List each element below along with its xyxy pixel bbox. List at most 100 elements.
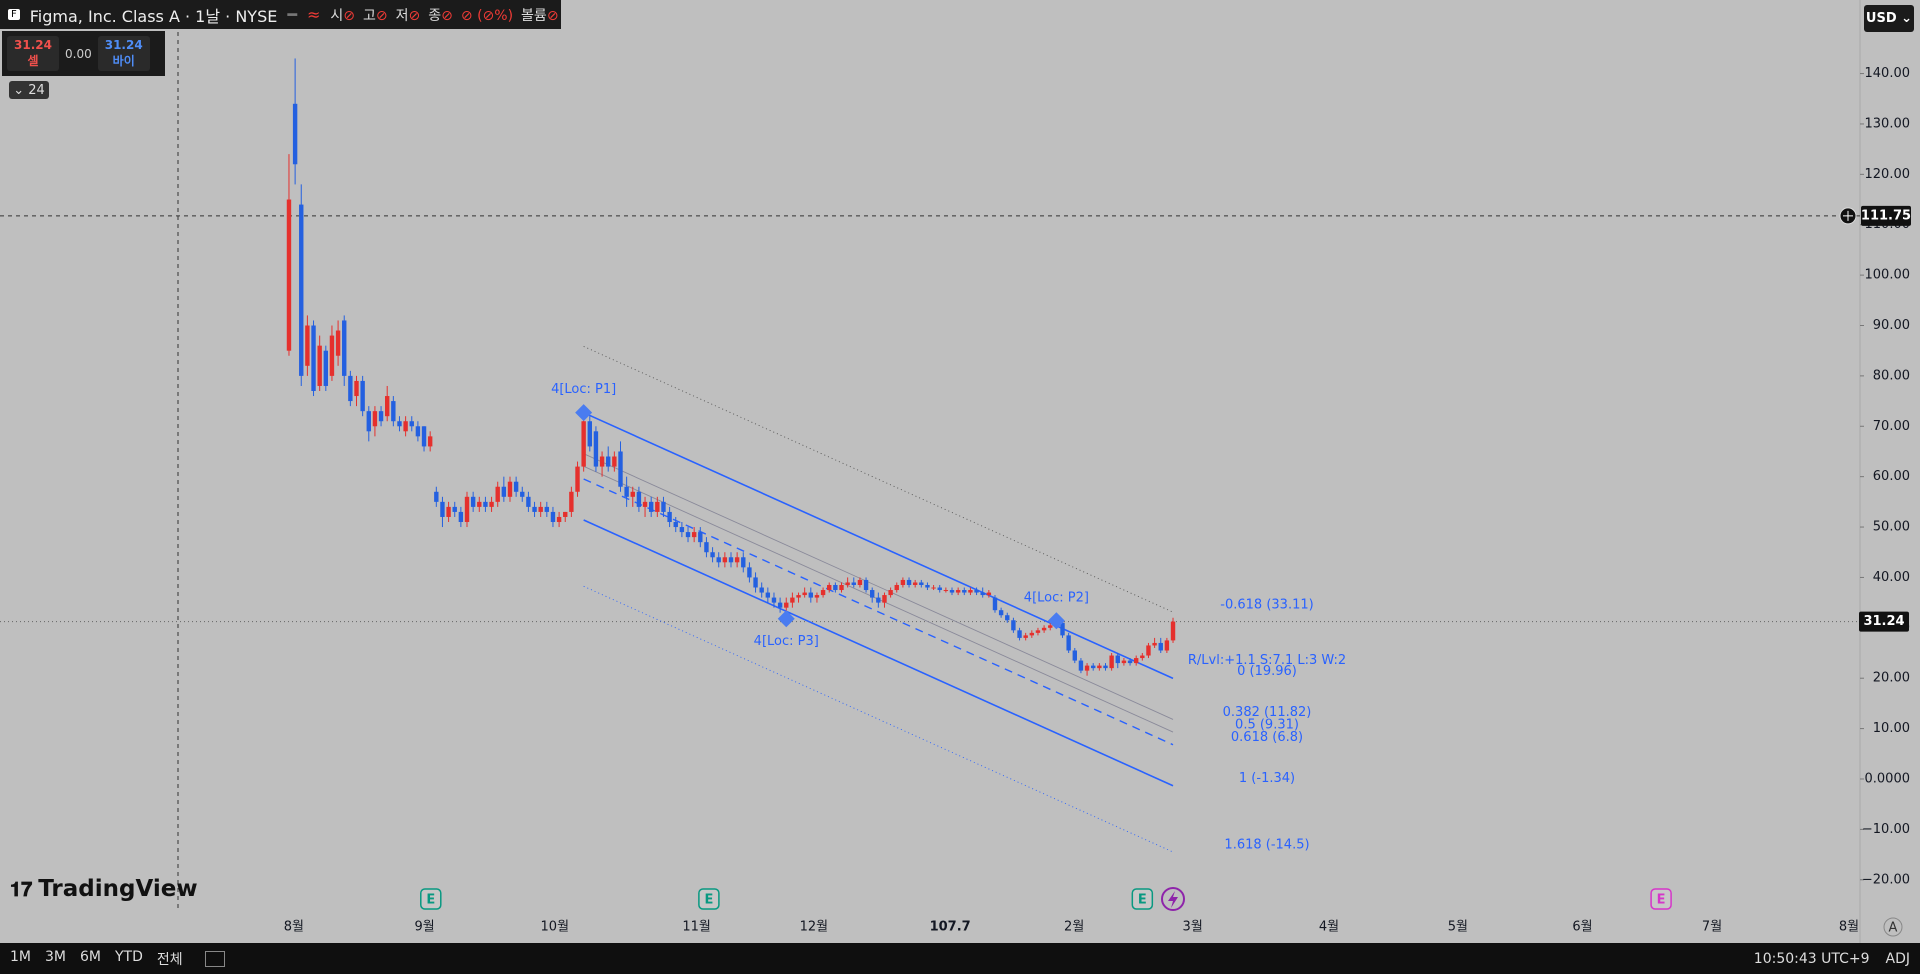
- candle-body: [667, 511, 672, 523]
- candle-body: [335, 330, 341, 356]
- logo[interactable]: 𝟏𝟕 TradingView: [10, 876, 198, 902]
- candle-body: [299, 204, 304, 376]
- candle-body: [1017, 630, 1022, 638]
- legend-value: ⊘: [343, 7, 356, 24]
- adj-button[interactable]: ADJ: [1885, 950, 1911, 967]
- candle-body: [569, 491, 574, 512]
- buy-button[interactable]: 31.24 바이: [97, 36, 150, 71]
- candle-body: [980, 592, 985, 596]
- candle-body: [348, 375, 353, 402]
- candle-body: [888, 590, 893, 596]
- pivot-marker: [1047, 612, 1065, 630]
- candle-body: [624, 486, 629, 497]
- y-tick-label: −20.00: [1862, 872, 1910, 887]
- candle-body: [495, 486, 500, 502]
- candle-body: [845, 582, 850, 585]
- candle-body: [1060, 622, 1065, 636]
- symbol-header: F Figma, Inc. Class A · 1날 · NYSE ━ ≈ 시⊘…: [0, 0, 561, 29]
- legend-item: ⊘ (⊘%): [461, 8, 513, 24]
- candle-body: [415, 426, 421, 437]
- candle-body: [489, 501, 494, 507]
- y-tick-label: −10.00: [1862, 822, 1910, 837]
- lightning: [1168, 891, 1178, 908]
- range-button[interactable]: 전체: [156, 951, 183, 968]
- event-label: E: [1657, 893, 1666, 908]
- candle-body: [661, 501, 666, 512]
- candle-body: [642, 501, 648, 507]
- candle-body: [501, 486, 507, 497]
- legend-label: 시: [330, 7, 344, 24]
- pivot-marker: [575, 404, 593, 422]
- symbol-title[interactable]: Figma, Inc. Class A · 1날 · NYSE: [29, 6, 278, 26]
- candle-body: [734, 557, 740, 563]
- channel-line: [583, 411, 1174, 680]
- y-tick-label: 40.00: [1873, 570, 1910, 585]
- candle-body: [808, 592, 814, 598]
- y-tick-label: 50.00: [1873, 520, 1910, 535]
- date-range-icon[interactable]: [204, 950, 225, 967]
- candle-body: [1048, 625, 1053, 628]
- range-button[interactable]: 3M: [45, 948, 66, 965]
- candle-body: [814, 595, 820, 598]
- candle-body: [937, 587, 942, 591]
- candle-body: [698, 532, 703, 543]
- spread: 0.00: [65, 46, 92, 61]
- currency-button[interactable]: USD ⌄: [1864, 5, 1914, 32]
- legend-value: ⊘: [546, 7, 559, 24]
- earnings-event[interactable]: E: [1650, 888, 1672, 910]
- candle-body: [1091, 665, 1096, 669]
- trade-panel: 31.24 셀 0.00 31.24 바이: [2, 31, 165, 76]
- candle-body: [1097, 665, 1102, 669]
- candle-body: [507, 481, 513, 497]
- compare-icon[interactable]: ≈: [307, 5, 321, 24]
- event-badge: [698, 888, 720, 910]
- candle-body: [587, 421, 592, 447]
- candle-body: [434, 491, 439, 502]
- y-tick-label: 70.00: [1873, 419, 1910, 434]
- earnings-event[interactable]: E: [420, 888, 442, 910]
- sell-button[interactable]: 31.24 셀: [7, 36, 59, 71]
- x-tick-label: 4월: [1319, 920, 1339, 935]
- y-tick-label: 80.00: [1873, 368, 1910, 383]
- candle-body: [820, 590, 826, 596]
- channel-stats: R/Lvl:+1.1 S:7.1 L:3 W:2: [1188, 653, 1346, 668]
- channel-line: [583, 585, 1174, 853]
- candle-body: [385, 396, 390, 417]
- range-button[interactable]: 6M: [80, 948, 101, 965]
- legend-item: 고⊘: [363, 8, 388, 24]
- candle-body: [409, 421, 414, 427]
- dash: ━: [287, 5, 297, 24]
- x-tick-label: 6월: [1572, 920, 1592, 935]
- candle-body: [949, 590, 955, 593]
- candle-body: [477, 501, 482, 507]
- candle-body: [599, 456, 605, 467]
- crosshair-price-label: 111.75: [1861, 208, 1911, 223]
- sell-price: 31.24: [14, 38, 52, 52]
- candle-body: [421, 426, 427, 447]
- candle-body: [931, 587, 936, 589]
- range-button[interactable]: 1M: [10, 948, 31, 965]
- x-tick-label: 8월: [1839, 920, 1859, 935]
- earnings-event[interactable]: E: [698, 888, 720, 910]
- candle-body: [286, 199, 292, 351]
- candle-body: [673, 522, 678, 528]
- candle-body: [869, 590, 875, 598]
- candle-body: [925, 584, 930, 588]
- candle-body: [593, 431, 599, 467]
- candle-body: [1035, 630, 1041, 633]
- last-price-label: 31.24: [1863, 614, 1904, 629]
- candle-body: [1133, 658, 1139, 664]
- candle-body: [292, 103, 298, 165]
- candle-body: [1146, 645, 1151, 656]
- candle-body: [753, 577, 758, 588]
- range-buttons: 1M 3M 6M YTD 전체: [10, 949, 183, 969]
- x-tick-label: 10월: [541, 920, 570, 935]
- indicator-toggle[interactable]: ⌄ 24: [9, 81, 49, 99]
- candle-body: [470, 496, 476, 507]
- candle-body: [679, 527, 685, 533]
- range-button[interactable]: YTD: [115, 948, 143, 965]
- candle-body: [685, 532, 691, 538]
- earnings-event[interactable]: E: [1131, 888, 1154, 910]
- figma-icon: F: [8, 9, 20, 20]
- candle-body: [998, 610, 1004, 616]
